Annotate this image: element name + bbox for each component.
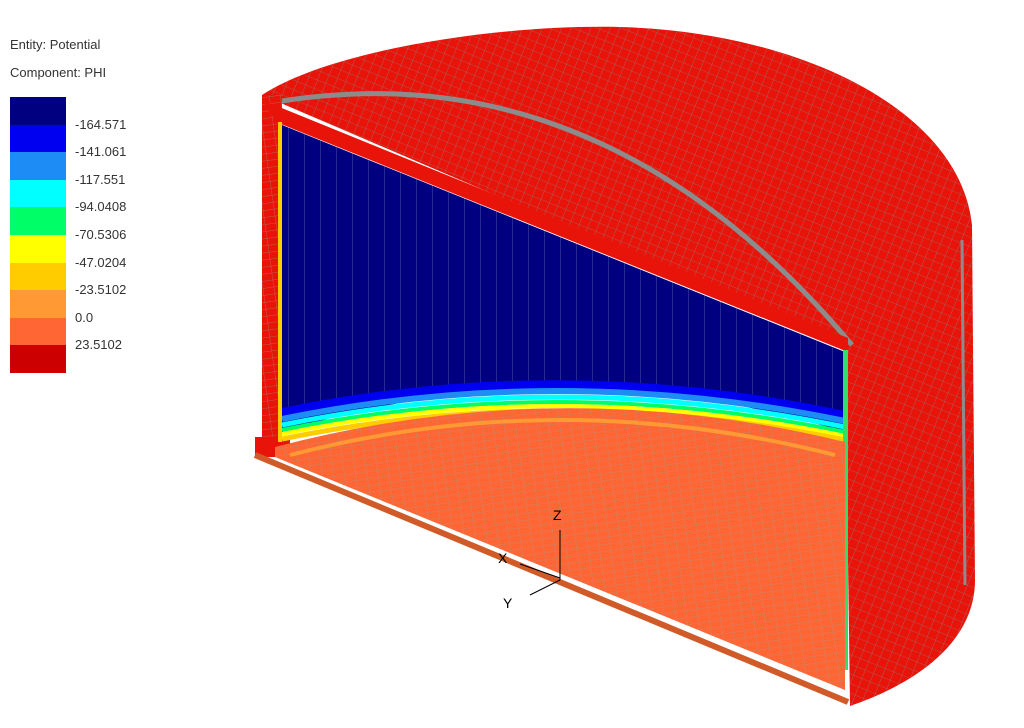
legend-tick-label: -141.061 [75,144,127,160]
axis-y-label: Y [503,595,513,611]
legend-tick-label: -94.0408 [75,199,127,215]
floor-surface [253,408,850,705]
legend-tick-label: -70.5306 [75,227,127,242]
legend-tick-label: -47.0204 [75,254,127,270]
axis-x-label: X [498,550,508,566]
legend-component-label: Component: PHI [10,65,107,80]
legend-entity-label: Entity: Potential [10,37,101,52]
section-cut-face [278,122,848,670]
legend-band [10,317,66,346]
legend-band [10,207,66,235]
legend-tick-label: 23.5102 [75,337,122,353]
left-wall [255,95,848,457]
legend-tick-label: 0.0 [75,309,94,325]
legend-band [10,179,66,208]
color-legend-bar [10,97,66,373]
legend-band [10,262,66,291]
legend-band [10,152,66,180]
axis-z-label: Z [553,507,562,523]
legend-tick-label: -117.551 [75,171,126,187]
legend-band [10,234,66,263]
axis-triad: Z X Y [498,507,562,611]
legend-band [10,97,66,125]
outer-shell [262,26,975,706]
legend-tick-label: -23.5102 [75,282,127,298]
legend-band [10,345,66,373]
legend-tick-label: -164.571 [75,116,127,132]
legend-band [10,124,66,153]
legend-band [10,290,66,318]
